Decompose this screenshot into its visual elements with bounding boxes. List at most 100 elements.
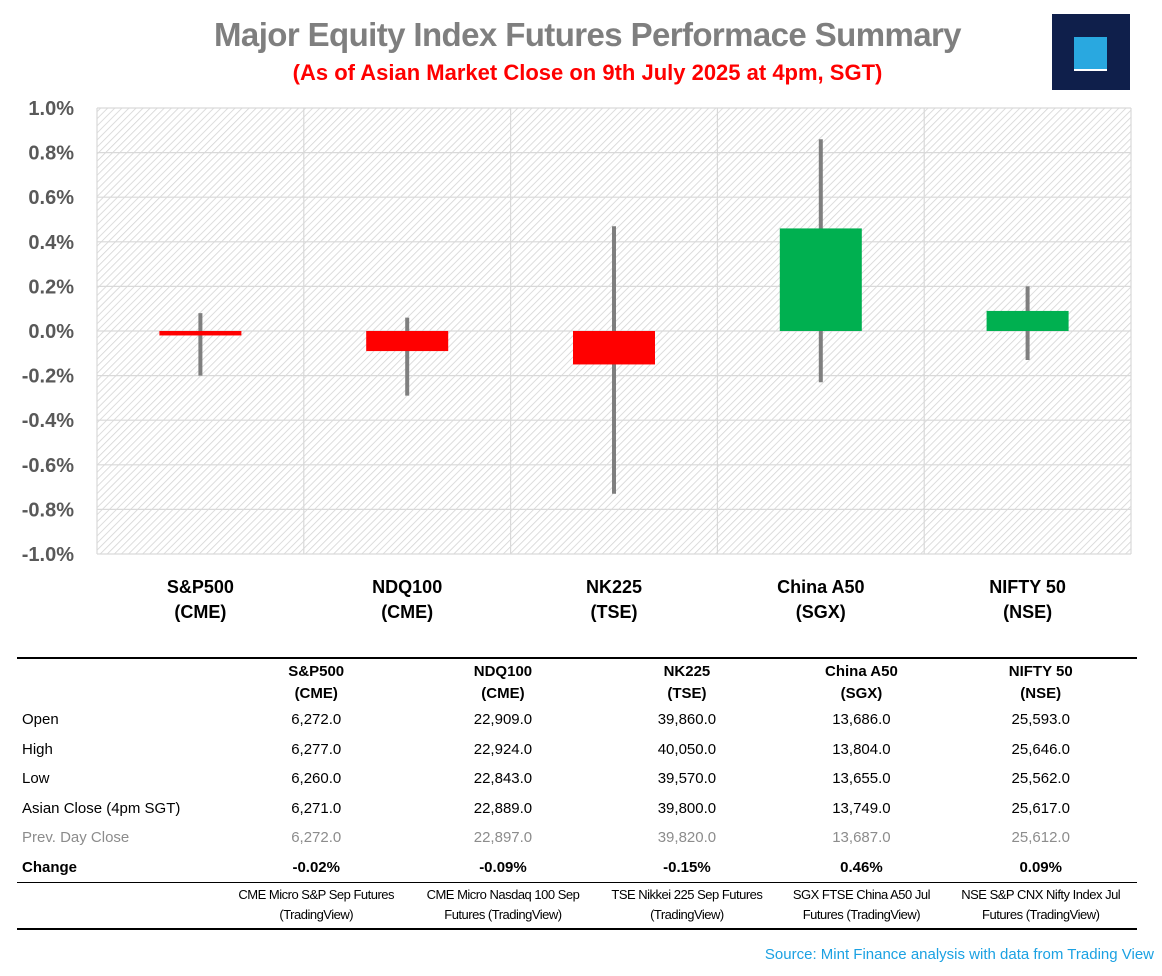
table-row-sources: CME Micro S&P Sep Futures (TradingView) C… <box>17 883 1137 930</box>
row-label: Asian Close (4pm SGT) <box>22 799 181 817</box>
header-line1: NIFTY 50 <box>1008 663 1073 680</box>
chart-subtitle: (As of Asian Market Close on 9th July 20… <box>292 60 883 85</box>
y-tick-label: -0.8% <box>22 499 74 521</box>
source-line2: Futures (TradingView) <box>802 907 921 922</box>
table-header-col: NIFTY 50 (NSE) <box>944 658 1137 705</box>
table-row-change: Change -0.02% -0.09% -0.15% 0.46% 0.09% <box>17 853 1137 883</box>
table-row: Asian Close (4pm SGT) 6,271.0 22,889.0 3… <box>17 794 1137 824</box>
table-cell: 13,749.0 <box>832 799 891 817</box>
table-cell: 0.46% <box>840 858 883 876</box>
table-row: Open 6,272.0 22,909.0 39,860.0 13,686.0 … <box>17 705 1137 735</box>
y-tick-label: -1.0% <box>22 544 74 566</box>
x-category-label: NK225 <box>586 577 642 597</box>
table-header-row: S&P500 (CME) NDQ100 (CME) NK225 (TSE) China… <box>17 658 1137 705</box>
x-category-label: S&P500 <box>167 577 234 597</box>
table-cell: 6,277.0 <box>291 740 342 758</box>
header-line2: (CME) <box>294 685 338 702</box>
table-cell: -0.02% <box>292 858 340 876</box>
table-cell: 6,272.0 <box>291 829 342 847</box>
source-cell: CME Micro S&P Sep Futures (TradingView) <box>222 883 410 930</box>
candle-body <box>986 310 1069 331</box>
row-label-empty <box>17 883 222 930</box>
table-cell: 13,655.0 <box>832 770 891 788</box>
table-cell: -0.09% <box>479 858 527 876</box>
source-note: Source: Mint Finance analysis with data … <box>764 946 1154 963</box>
header-line2: (SGX) <box>840 685 883 702</box>
table-cell: 39,860.0 <box>657 711 717 729</box>
table-cell: 22,889.0 <box>473 799 533 817</box>
table-cell: 13,804.0 <box>832 740 891 758</box>
source-line1: NSE S&P CNX Nifty Index Jul <box>961 887 1121 902</box>
source-line1: TSE Nikkei 225 Sep Futures <box>611 887 763 902</box>
header-line1: NDQ100 <box>473 663 533 680</box>
source-line1: CME Micro S&P Sep Futures <box>238 887 395 902</box>
row-label: Open <box>22 711 59 729</box>
table-row: High 6,277.0 22,924.0 40,050.0 13,804.0 … <box>17 735 1137 765</box>
table-cell: -0.15% <box>663 858 711 876</box>
table-cell: 22,924.0 <box>473 740 533 758</box>
source-cell: CME Micro Nasdaq 100 Sep Futures (Trading… <box>410 883 595 930</box>
source-line2: (TradingView) <box>650 907 724 922</box>
header-line1: S&P500 <box>288 663 345 680</box>
y-tick-label: -0.2% <box>22 366 74 388</box>
table-row: Prev. Day Close 6,272.0 22,897.0 39,820.… <box>17 823 1137 853</box>
source-cell: TSE Nikkei 225 Sep Futures (TradingView) <box>595 883 778 930</box>
candle-body <box>159 331 242 336</box>
candle-body <box>573 331 655 365</box>
header-line1: China A50 <box>825 663 898 680</box>
header-line2: (NSE) <box>1020 685 1062 702</box>
table-cell: 39,800.0 <box>657 799 717 817</box>
table-cell: 6,272.0 <box>291 711 342 729</box>
row-label: Prev. Day Close <box>22 829 130 847</box>
table-header-col: China A50 (SGX) <box>778 658 944 705</box>
candle-body <box>366 331 449 352</box>
x-category-label: (NSE) <box>1003 602 1052 622</box>
y-tick-label: 0.8% <box>28 143 74 165</box>
row-label: High <box>22 740 53 758</box>
y-tick-label: 0.6% <box>28 187 74 209</box>
source-line1: SGX FTSE China A50 Jul <box>792 887 931 902</box>
table-cell: 25,646.0 <box>1011 740 1070 758</box>
row-label: Change <box>22 858 78 876</box>
table-cell: 6,260.0 <box>291 770 342 788</box>
table-cell: 13,686.0 <box>832 711 891 729</box>
y-tick-label: -0.6% <box>22 455 74 477</box>
y-tick-label: 0.2% <box>28 276 74 298</box>
table-header-empty <box>17 658 222 705</box>
table-cell: 22,897.0 <box>473 829 533 847</box>
y-tick-label: 0.0% <box>28 321 74 343</box>
y-tick-label: -0.4% <box>22 410 74 432</box>
table-row: Low 6,260.0 22,843.0 39,570.0 13,655.0 2… <box>17 764 1137 794</box>
x-category-label: NDQ100 <box>372 577 442 597</box>
table-cell: 22,909.0 <box>473 711 533 729</box>
table-cell: 40,050.0 <box>657 740 717 758</box>
x-category-label: China A50 <box>777 577 864 597</box>
candle-body <box>779 228 862 331</box>
table-header-col: S&P500 (CME) <box>222 658 410 705</box>
chart-title: Major Equity Index Futures Performace Su… <box>214 16 961 53</box>
table-cell: 6,271.0 <box>291 799 342 817</box>
x-category-label: NIFTY 50 <box>989 577 1066 597</box>
table-cell: 0.09% <box>1019 858 1062 876</box>
source-line2: (TradingView) <box>279 907 354 922</box>
table-cell: 13,687.0 <box>832 829 891 847</box>
header-line2: (TSE) <box>667 685 707 702</box>
square-logo-icon <box>1052 14 1130 90</box>
y-tick-label: 1.0% <box>28 98 74 120</box>
header-line1: NK225 <box>663 663 711 680</box>
table-header-col: NK225 (TSE) <box>595 658 778 705</box>
source-line2: Futures (TradingView) <box>982 907 1100 922</box>
table-header-col: NDQ100 (CME) <box>410 658 595 705</box>
source-line1: CME Micro Nasdaq 100 Sep <box>426 887 580 902</box>
table-cell: 25,593.0 <box>1011 711 1070 729</box>
x-category-label: (SGX) <box>796 602 846 622</box>
source-cell: NSE S&P CNX Nifty Index Jul Futures (Trad… <box>944 883 1137 930</box>
source-cell: SGX FTSE China A50 Jul Futures (TradingVi… <box>778 883 944 930</box>
table-cell: 25,617.0 <box>1011 799 1070 817</box>
row-label: Low <box>22 770 50 788</box>
table-cell: 25,562.0 <box>1011 770 1070 788</box>
table-cell: 39,820.0 <box>657 829 717 847</box>
candlestick-chart: 1.0% 0.8% 0.6% 0.4% 0.2% 0.0% -0.2% -0.4% -0.6% -… <box>22 98 1132 622</box>
x-category-label: (CME) <box>174 602 226 622</box>
table-cell: 22,843.0 <box>473 770 533 788</box>
